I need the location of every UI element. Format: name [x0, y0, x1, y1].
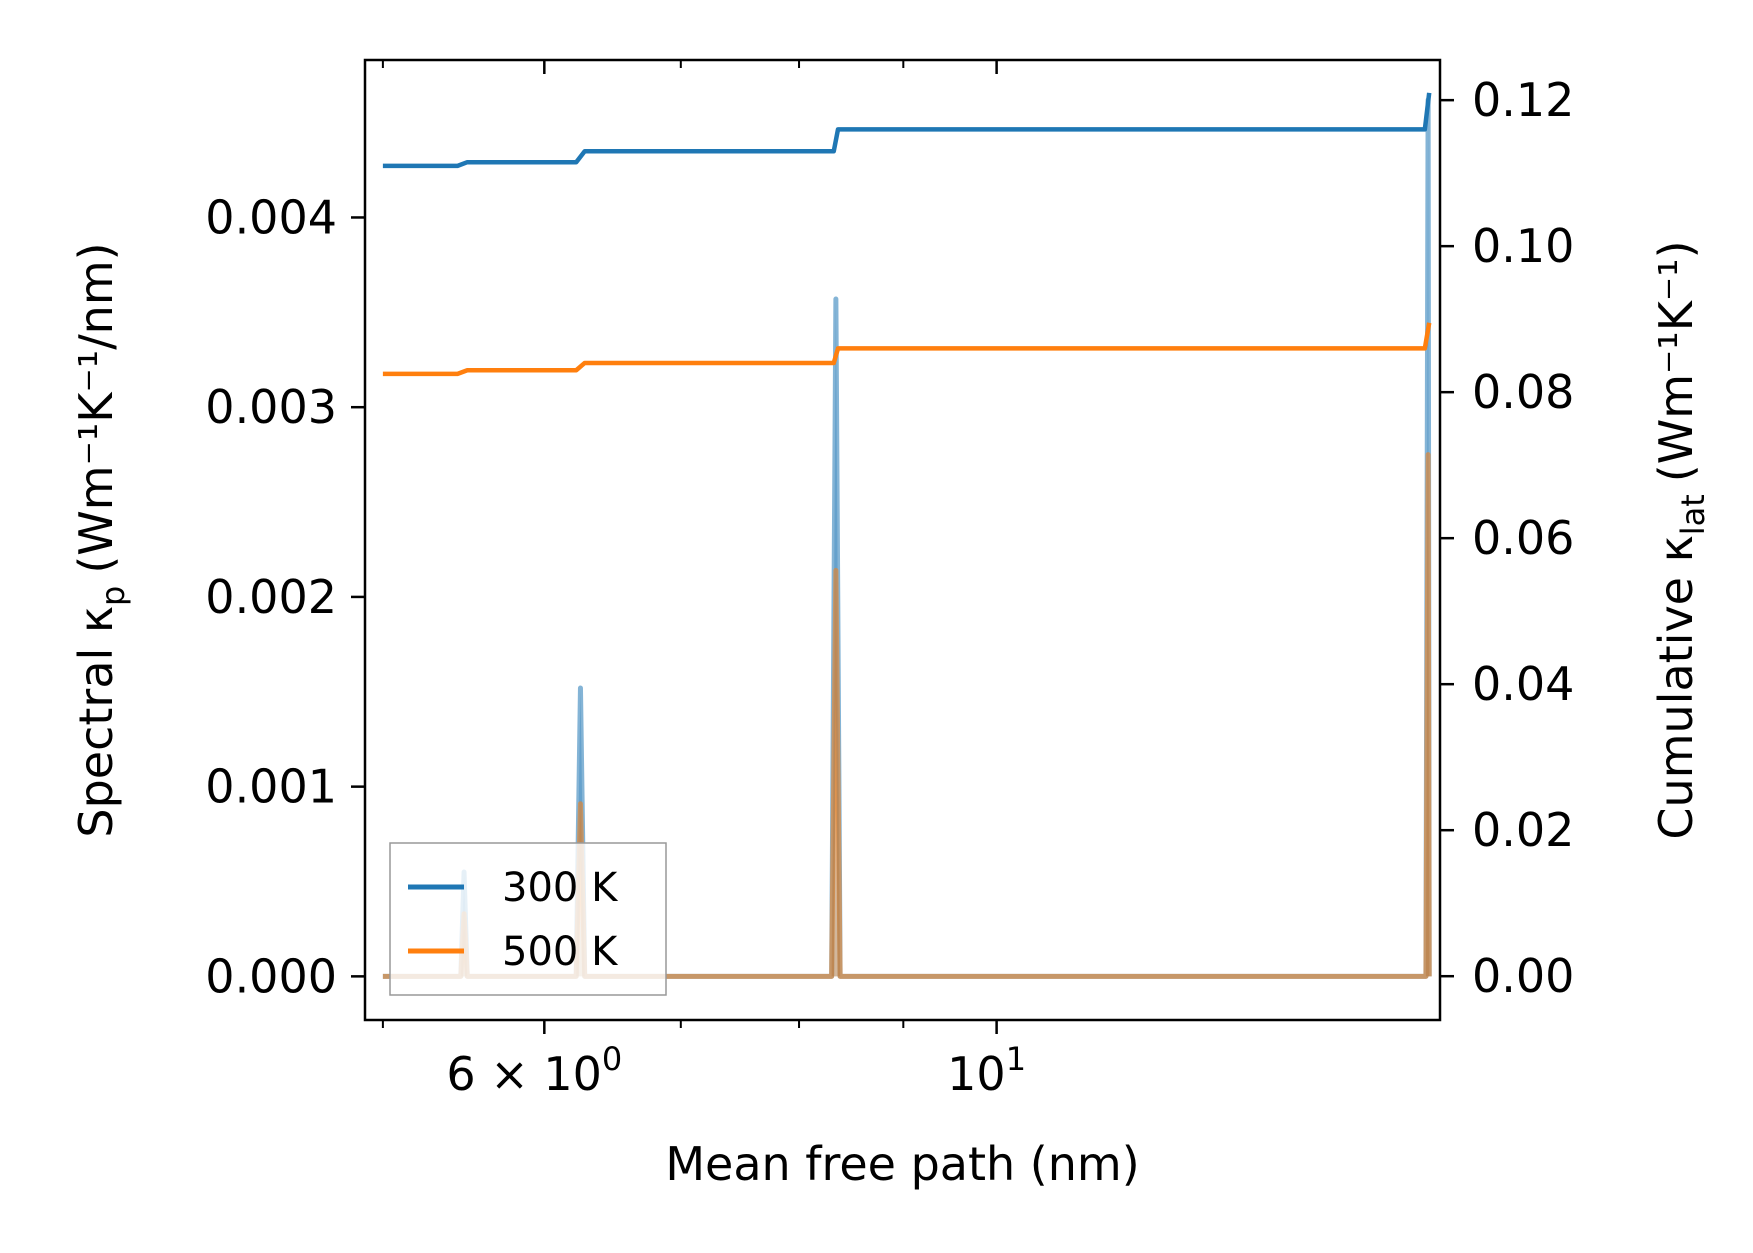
x-tick-label-exp: 1	[1006, 1040, 1026, 1078]
y-right-tick-label: 0.12	[1472, 73, 1574, 127]
y-left-tick-label: 0.004	[205, 190, 337, 244]
y-right-tick-label: 0.04	[1472, 657, 1574, 711]
y-right-tick-label: 0.10	[1472, 219, 1574, 273]
x-tick-label: 101	[947, 1040, 1026, 1101]
x-tick-label-base: 6 × 10	[446, 1047, 602, 1101]
y-left-label-unit: (Wm⁻¹K⁻¹/nm)	[69, 242, 123, 573]
x-tick-label: 6 × 100	[446, 1040, 622, 1101]
y-right-tick-label: 0.08	[1472, 365, 1574, 419]
y-left-tick-label: 0.001	[205, 760, 337, 814]
y-axis-right-label: Cumulative κlat (Wm⁻¹K⁻¹)	[1649, 240, 1712, 839]
y-left-tick-label: 0.000	[205, 949, 337, 1003]
x-tick-label-exp: 0	[602, 1040, 622, 1078]
y-right-tick-label: 0.00	[1472, 949, 1574, 1003]
cumulative-line-0	[382, 92, 1432, 169]
y-axis-left-label: Spectral κp (Wm⁻¹K⁻¹/nm)	[69, 242, 132, 837]
legend-label: 500 K	[502, 929, 619, 975]
y-left-label-main: Spectral κ	[69, 606, 123, 838]
ticks-group: 0.000 0.001 0.002 0.003 0.004 0.00 0.02 0.04 0.0…	[205, 60, 1574, 1101]
y-right-label-sub: lat	[1674, 494, 1712, 535]
legend: 300 K 500 K	[389, 842, 667, 996]
y-right-label-main: Cumulative κ	[1649, 535, 1703, 839]
cumulative-line-1	[382, 322, 1432, 377]
legend-label: 300 K	[502, 865, 619, 911]
y-right-label-unit: (Wm⁻¹K⁻¹)	[1649, 240, 1703, 482]
y-left-tick-label: 0.002	[205, 570, 337, 624]
x-tick-label-base: 10	[947, 1047, 1006, 1101]
y-left-label-sub: p	[94, 586, 132, 606]
y-left-tick-label: 0.003	[205, 380, 337, 434]
y-right-tick-label: 0.06	[1472, 511, 1574, 565]
x-axis-label: Mean free path (nm)	[665, 1137, 1139, 1191]
y-right-tick-label: 0.02	[1472, 803, 1574, 857]
legend-box	[389, 842, 667, 996]
